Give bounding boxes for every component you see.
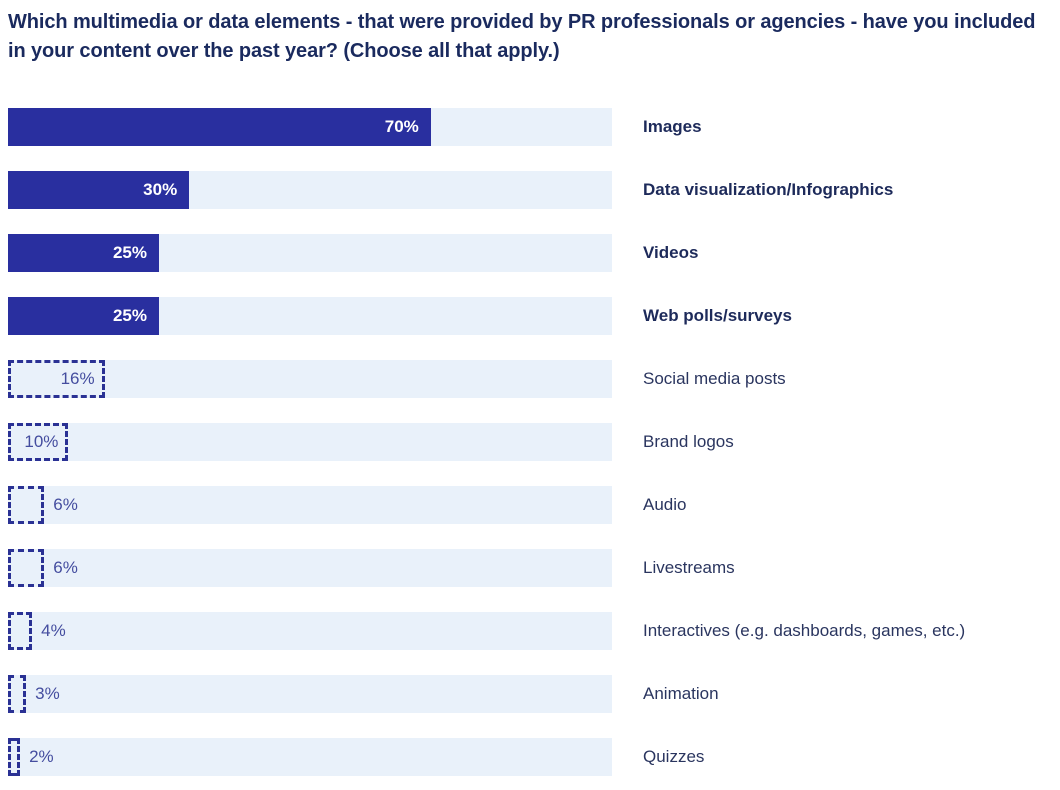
bar-row: 30% Data visualization/Infographics <box>8 171 1052 209</box>
bar-fill-solid: 70% <box>8 108 431 146</box>
bar-value-label: 6% <box>53 495 78 514</box>
bar-value-label: 25% <box>112 306 147 325</box>
category-label: Social media posts <box>643 369 786 388</box>
bar-value-label: 16% <box>60 369 95 388</box>
bar-track: 6% <box>8 549 612 587</box>
bar-track: 10% <box>8 423 612 461</box>
bar-value-label: 6% <box>53 558 78 577</box>
bar-row: 16% Social media posts <box>8 360 1052 398</box>
category-label: Animation <box>643 684 719 703</box>
category-label: Data visualization/Infographics <box>643 180 894 199</box>
bar-fill-dashed: 10% <box>8 423 69 461</box>
bar-value-label: 10% <box>24 432 59 451</box>
bar-track: 6% <box>8 486 612 524</box>
bar-row: 6% Audio <box>8 486 1052 524</box>
bar-fill-solid: 30% <box>8 171 190 209</box>
bar-fill-dashed <box>8 738 21 776</box>
bar-fill-dashed <box>8 612 33 650</box>
bar-value-label: 30% <box>143 180 178 199</box>
bar-track: 25% <box>8 297 612 335</box>
bar-fill-dashed: 16% <box>8 360 105 398</box>
chart-title: Which multimedia or data elements - that… <box>8 11 1036 62</box>
bar-fill-dashed <box>8 675 27 713</box>
bar-row: 70% Images <box>8 108 1052 146</box>
bar-track: 3% <box>8 675 612 713</box>
bar-track: 2% <box>8 738 612 776</box>
bar-value-label: 70% <box>384 117 419 136</box>
bar-track: 25% <box>8 234 612 272</box>
bar-row: 25% Web polls/surveys <box>8 297 1052 335</box>
bar-track: 70% <box>8 108 612 146</box>
bar-value-label: 4% <box>41 621 66 640</box>
category-label: Quizzes <box>643 747 705 766</box>
category-label: Audio <box>643 495 687 514</box>
bar-value-label: 25% <box>112 243 147 262</box>
bar-value-label: 3% <box>35 684 60 703</box>
bar-row: 3% Animation <box>8 675 1052 713</box>
bar-row: 10% Brand logos <box>8 423 1052 461</box>
bar-row: 6% Livestreams <box>8 549 1052 587</box>
bar-fill-dashed <box>8 486 45 524</box>
bar-row: 4% Interactives (e.g. dashboards, games, … <box>8 612 1052 650</box>
bar-track: 4% <box>8 612 612 650</box>
bar-value-label: 2% <box>29 747 54 766</box>
category-label: Videos <box>643 243 699 262</box>
bar-track: 30% <box>8 171 612 209</box>
bar-chart: 70% Images 30% Data visualization/Infograph… <box>8 108 1052 776</box>
bar-track: 16% <box>8 360 612 398</box>
category-label: Images <box>643 117 702 136</box>
category-label: Web polls/surveys <box>643 306 792 325</box>
bar-fill-solid: 25% <box>8 234 159 272</box>
bar-fill-dashed <box>8 549 45 587</box>
bar-fill-solid: 25% <box>8 297 159 335</box>
category-label: Interactives (e.g. dashboards, games, et… <box>643 621 966 640</box>
bar-row: 25% Videos <box>8 234 1052 272</box>
bar-row: 2% Quizzes <box>8 738 1052 776</box>
category-label: Livestreams <box>643 558 735 577</box>
category-label: Brand logos <box>643 432 734 451</box>
